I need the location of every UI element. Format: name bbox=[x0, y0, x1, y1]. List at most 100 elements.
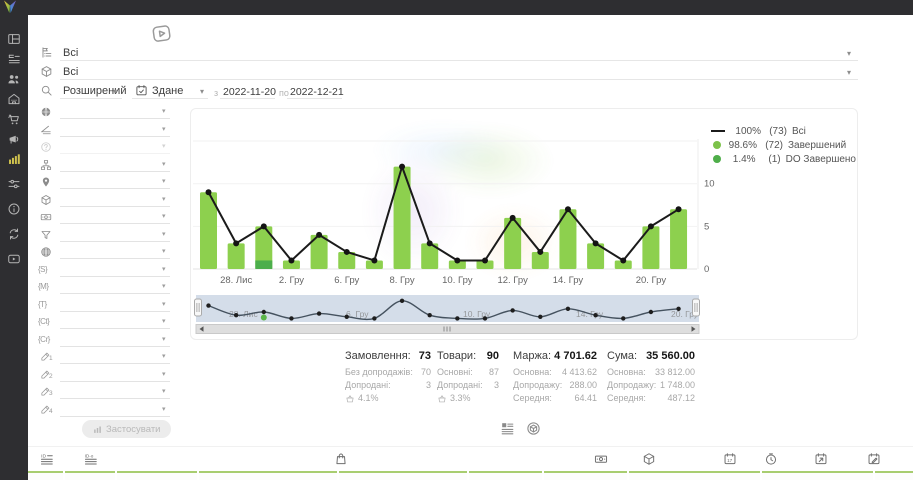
sidebar-item-sync[interactable] bbox=[7, 227, 21, 241]
line-point-3[interactable] bbox=[288, 257, 295, 264]
table-header-cell-9[interactable] bbox=[875, 471, 913, 480]
table-header-cell-0[interactable] bbox=[28, 471, 63, 480]
chevron-down-icon[interactable]: ▾ bbox=[162, 178, 166, 185]
line-point-8[interactable] bbox=[426, 240, 433, 247]
navigator-right-handle[interactable] bbox=[692, 298, 700, 317]
bar-completed-0[interactable] bbox=[200, 192, 217, 269]
line-point-9[interactable] bbox=[454, 257, 461, 264]
table-header-cell-1[interactable] bbox=[65, 471, 115, 480]
sidebar-item-dashboard[interactable] bbox=[7, 32, 21, 46]
sidebar-item-analytics[interactable] bbox=[7, 152, 21, 166]
chevron-down-icon[interactable]: ▾ bbox=[162, 318, 166, 325]
payment-filter-select[interactable] bbox=[60, 223, 170, 224]
bar-completed-2[interactable] bbox=[255, 226, 273, 269]
sidebar-item-video[interactable] bbox=[7, 252, 21, 266]
line-point-6[interactable] bbox=[371, 257, 378, 264]
date-from-input[interactable]: 2022-11-20 bbox=[223, 86, 276, 98]
bar-completed-10[interactable] bbox=[476, 260, 494, 269]
chevron-down-icon[interactable]: ▾ bbox=[847, 68, 852, 77]
bar-completed-3[interactable] bbox=[282, 260, 300, 269]
sidebar-item-marketing[interactable] bbox=[7, 132, 21, 146]
orders-chart[interactable]: 28. Лис 2. Гру 6. Гру 8. Гру 10. Гру 12. Гру 1… bbox=[191, 109, 857, 339]
search-icon[interactable] bbox=[40, 84, 53, 97]
utm-medium-filter-select[interactable] bbox=[60, 293, 170, 294]
legend-item-1[interactable]: 98.6% (72) Завершений bbox=[711, 138, 856, 152]
line-point-17[interactable] bbox=[675, 206, 682, 213]
date-to-underline[interactable] bbox=[287, 98, 342, 99]
bar-completed-7[interactable] bbox=[393, 166, 411, 269]
sidebar-item-cart[interactable] bbox=[7, 112, 21, 126]
bar-completed-6[interactable] bbox=[365, 260, 383, 269]
utm-campaign-filter-select[interactable] bbox=[60, 345, 170, 347]
custom-field-2-filter-select[interactable] bbox=[60, 380, 170, 382]
table-header-cell-2[interactable] bbox=[117, 471, 197, 480]
items-column-icon[interactable] bbox=[334, 452, 348, 466]
scrollbar-right-arrow-icon[interactable] bbox=[691, 326, 696, 332]
date-to-input[interactable]: 2022-12-21 bbox=[290, 86, 344, 98]
play-badge-icon[interactable] bbox=[150, 22, 175, 45]
line-point-7[interactable] bbox=[399, 163, 406, 170]
search-mode-select[interactable] bbox=[60, 98, 122, 99]
line-point-2[interactable] bbox=[260, 223, 267, 230]
chevron-down-icon[interactable]: ▾ bbox=[162, 195, 166, 203]
date-shipped-column-icon[interactable] bbox=[814, 452, 828, 466]
line-point-1[interactable] bbox=[233, 240, 240, 247]
chevron-down-icon[interactable]: ▾ bbox=[113, 87, 118, 96]
product-filter-select[interactable] bbox=[60, 205, 170, 207]
table-header-cell-5[interactable] bbox=[469, 471, 542, 480]
chevron-down-icon[interactable]: ▾ bbox=[162, 160, 166, 168]
utm-term-filter-select[interactable] bbox=[60, 310, 170, 312]
time-column-icon[interactable] bbox=[764, 452, 778, 466]
utm-source-filter-select[interactable] bbox=[60, 275, 170, 277]
utm-content-filter-select[interactable] bbox=[60, 328, 170, 329]
bar-completed-11[interactable] bbox=[504, 217, 522, 269]
date-created-column-icon[interactable]: 17 bbox=[723, 452, 737, 466]
bar-completed-4[interactable] bbox=[310, 234, 328, 269]
chevron-down-icon[interactable]: ▾ bbox=[162, 300, 166, 308]
location-filter-select[interactable] bbox=[60, 188, 170, 189]
help-filter-select[interactable] bbox=[60, 153, 170, 154]
scrollbar-left-arrow-icon[interactable] bbox=[199, 326, 204, 332]
chevron-down-icon[interactable]: ▾ bbox=[162, 335, 166, 343]
sidebar-item-info[interactable] bbox=[7, 202, 21, 216]
sidebar-item-clients[interactable] bbox=[7, 72, 21, 86]
line-point-13[interactable] bbox=[564, 206, 571, 213]
source-select[interactable] bbox=[60, 60, 858, 61]
bar-completed-12[interactable] bbox=[531, 251, 549, 269]
funnel-filter-select[interactable] bbox=[60, 240, 170, 242]
line-point-10[interactable] bbox=[482, 257, 488, 264]
list-view-toggle[interactable] bbox=[500, 421, 516, 437]
chevron-down-icon[interactable]: ▾ bbox=[162, 108, 166, 115]
product-column-icon[interactable] bbox=[642, 452, 656, 466]
table-header-cell-4[interactable] bbox=[339, 471, 467, 480]
line-point-11[interactable] bbox=[509, 214, 516, 221]
chevron-down-icon[interactable]: ▾ bbox=[162, 388, 166, 395]
chevron-down-icon[interactable]: ▾ bbox=[162, 213, 166, 220]
table-header-cell-3[interactable] bbox=[199, 471, 337, 480]
line-point-0[interactable] bbox=[205, 189, 212, 196]
products-view-toggle[interactable] bbox=[526, 421, 542, 437]
bar-completed-15[interactable] bbox=[614, 260, 632, 269]
bar-completed-16[interactable] bbox=[642, 226, 660, 269]
sidebar-item-market[interactable] bbox=[7, 92, 21, 106]
chevron-down-icon[interactable]: ▾ bbox=[162, 230, 166, 238]
legend-item-0[interactable]: 100% (73) Всі bbox=[711, 124, 856, 138]
table-header-cell-7[interactable] bbox=[629, 471, 760, 480]
bar-completed-17[interactable] bbox=[670, 209, 688, 269]
table-header-cell-8[interactable] bbox=[762, 471, 873, 480]
bar-completed-8[interactable] bbox=[421, 243, 439, 269]
order-id-column-icon[interactable]: ID bbox=[40, 452, 54, 466]
chevron-down-icon[interactable]: ▾ bbox=[200, 87, 205, 96]
date-field-select[interactable] bbox=[132, 98, 208, 99]
app-logo[interactable] bbox=[3, 0, 17, 14]
date-edited-column-icon[interactable] bbox=[867, 452, 881, 466]
bar-completed-1[interactable] bbox=[227, 243, 245, 269]
sidebar-item-settings[interactable] bbox=[7, 177, 21, 191]
legend-item-2[interactable]: 1.4% (1) DO Завершено bbox=[711, 152, 856, 166]
custom-field-4-filter-select[interactable] bbox=[60, 415, 170, 417]
site-filter-select[interactable] bbox=[60, 258, 170, 259]
chevron-down-icon[interactable]: ▾ bbox=[162, 405, 166, 413]
bar-completed-9[interactable] bbox=[448, 260, 466, 269]
line-point-15[interactable] bbox=[620, 257, 627, 264]
payment-column-icon[interactable] bbox=[594, 452, 608, 466]
